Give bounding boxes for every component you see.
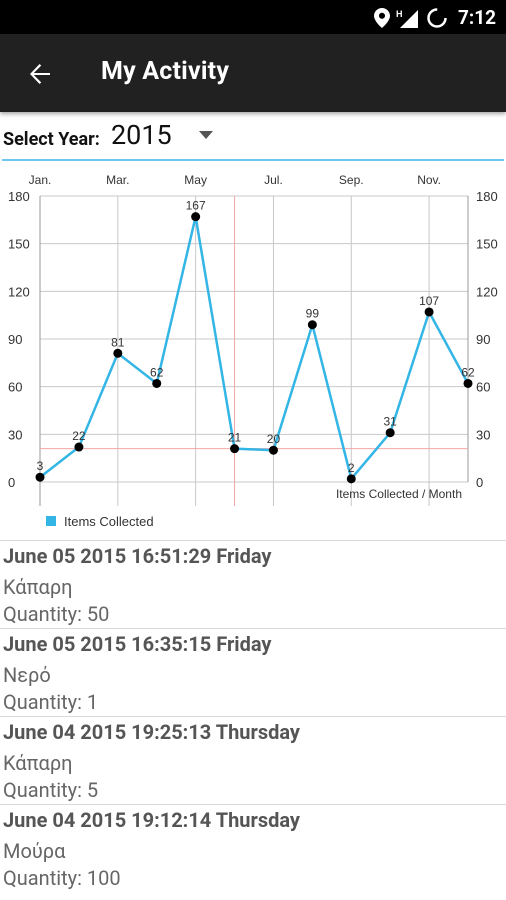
item-date: June 05 2015 16:51:29 Friday — [3, 544, 272, 568]
list-item[interactable]: June 05 2015 16:35:15 Friday Νερό Quanti… — [0, 628, 506, 716]
data-point — [191, 212, 201, 222]
y-tick-label-right: 30 — [476, 427, 490, 442]
item-quantity: Quantity: 50 — [3, 602, 110, 626]
data-label: 99 — [306, 307, 320, 321]
activity-list[interactable]: June 05 2015 16:51:29 Friday Κάπαρη Quan… — [0, 540, 506, 892]
year-dropdown-value[interactable]: 2015 — [111, 119, 172, 151]
battery-charging-icon — [427, 7, 447, 28]
item-date: June 05 2015 16:35:15 Friday — [3, 632, 272, 656]
y-tick-label-left: 150 — [8, 237, 30, 252]
back-arrow-icon[interactable] — [24, 58, 56, 90]
y-tick-label-right: 120 — [476, 284, 498, 299]
legend-label: Items Collected — [64, 514, 154, 529]
data-label: 21 — [228, 431, 242, 445]
x-tick-label: Mar. — [106, 173, 129, 187]
axis-note: Items Collected / Month — [336, 487, 462, 501]
x-tick-label: Sep. — [339, 173, 364, 187]
item-date: June 04 2015 19:12:14 Thursday — [3, 808, 300, 832]
data-point — [307, 320, 317, 330]
item-quantity: Quantity: 5 — [3, 778, 99, 802]
data-point — [35, 472, 45, 482]
data-point — [152, 378, 162, 388]
status-bar: H 7:12 — [0, 0, 506, 34]
dropdown-caret-icon[interactable] — [198, 130, 214, 140]
data-point — [268, 445, 278, 455]
data-label: 22 — [72, 429, 86, 443]
svg-text:H: H — [396, 9, 403, 19]
year-label: Select Year: — [3, 129, 100, 150]
y-tick-label-right: 90 — [476, 332, 490, 347]
y-tick-label-right: 60 — [476, 380, 490, 395]
data-label: 62 — [150, 365, 164, 379]
list-item[interactable]: June 04 2015 19:25:13 Thursday Κάπαρη Qu… — [0, 716, 506, 804]
data-label: 107 — [419, 294, 439, 308]
y-tick-label-left: 0 — [8, 475, 15, 490]
data-label: 3 — [37, 459, 44, 473]
item-name: Κάπαρη — [3, 575, 73, 599]
y-tick-label-left: 60 — [8, 380, 22, 395]
data-label: 62 — [461, 365, 475, 379]
list-item[interactable]: June 05 2015 16:51:29 Friday Κάπαρη Quan… — [0, 540, 506, 628]
y-tick-label-left: 90 — [8, 332, 22, 347]
x-tick-label: Jul. — [264, 173, 283, 187]
item-quantity: Quantity: 1 — [3, 690, 99, 714]
signal-icon: H — [396, 9, 418, 28]
item-date: June 04 2015 19:25:13 Thursday — [3, 720, 300, 744]
legend-swatch — [46, 516, 56, 526]
item-name: Νερό — [3, 663, 51, 687]
y-tick-label-right: 180 — [476, 189, 498, 204]
y-tick-label-left: 30 — [8, 427, 22, 442]
data-label: 81 — [111, 335, 125, 349]
location-icon — [373, 7, 390, 28]
series-line — [39, 215, 470, 481]
y-tick-label-left: 180 — [8, 189, 30, 204]
page-title: My Activity — [101, 57, 230, 86]
data-point — [113, 348, 123, 358]
data-point — [346, 474, 356, 484]
clock: 7:12 — [457, 6, 496, 29]
app-bar: My Activity — [0, 34, 506, 112]
data-point — [424, 307, 434, 317]
line-chart[interactable]: 0 0 30 30 60 60 90 90 120 120 150 150 180 180 Jan. Mar.… — [0, 164, 506, 540]
year-underline — [2, 159, 504, 161]
data-label: 20 — [267, 432, 281, 446]
data-point — [230, 444, 240, 454]
year-selector[interactable]: Select Year: 2015 — [0, 112, 506, 162]
data-point — [385, 428, 395, 438]
status-icons: H 7:12 — [373, 6, 496, 29]
y-tick-label-right: 150 — [476, 237, 498, 252]
data-label: 167 — [186, 199, 206, 213]
y-tick-label-right: 0 — [476, 475, 483, 490]
data-label: 31 — [384, 415, 398, 429]
item-quantity: Quantity: 100 — [3, 866, 121, 890]
data-label: 2 — [348, 461, 355, 475]
activity-chart[interactable]: 0 0 30 30 60 60 90 90 120 120 150 150 180 180 Jan. Mar.… — [0, 164, 506, 540]
y-tick-label-left: 120 — [8, 284, 30, 299]
x-tick-label: May — [184, 173, 207, 187]
x-tick-label: Nov. — [417, 173, 441, 187]
x-tick-label: Jan. — [29, 173, 52, 187]
item-name: Μούρα — [3, 839, 66, 863]
list-item[interactable]: June 04 2015 19:12:14 Thursday Μούρα Qua… — [0, 804, 506, 892]
data-point — [74, 442, 84, 452]
item-name: Κάπαρη — [3, 751, 73, 775]
data-point — [463, 378, 473, 388]
